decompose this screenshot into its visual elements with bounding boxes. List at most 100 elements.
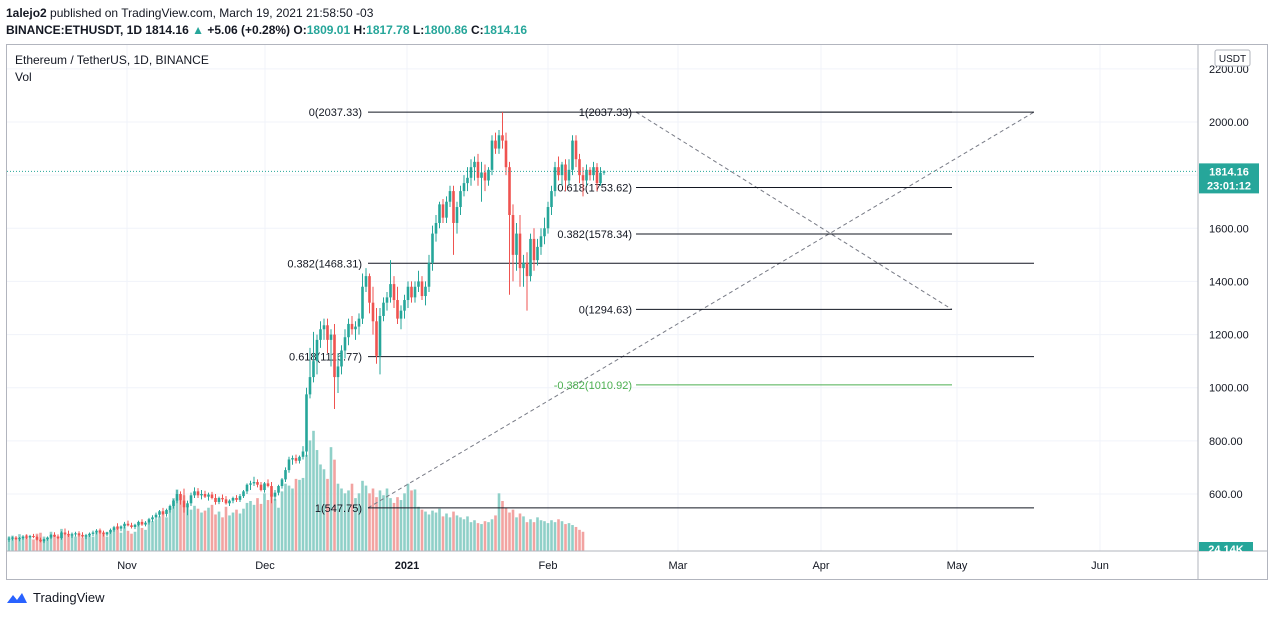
volume-bar xyxy=(298,479,301,551)
candle xyxy=(119,525,123,532)
candle-body xyxy=(529,238,532,277)
currency-badge-label: USDT xyxy=(1219,54,1246,65)
candle-body xyxy=(11,537,14,539)
candle xyxy=(25,534,28,540)
candle xyxy=(284,467,287,483)
candle-body xyxy=(151,517,154,520)
volume-bar xyxy=(109,531,112,551)
volume-bar xyxy=(151,521,154,551)
price-tick-label: 2000.00 xyxy=(1209,117,1249,129)
candle-body xyxy=(550,191,553,208)
candle xyxy=(210,491,214,500)
candle-body xyxy=(522,262,525,269)
candle-body xyxy=(417,281,420,287)
candle-body xyxy=(389,284,392,298)
volume-bar xyxy=(567,523,571,551)
volume-bar xyxy=(158,516,161,551)
candle-body xyxy=(284,470,287,480)
candle-body xyxy=(504,140,508,168)
candle xyxy=(441,199,445,223)
candle-body xyxy=(109,529,112,533)
candle xyxy=(431,225,434,271)
candle xyxy=(280,478,284,489)
candle xyxy=(483,164,487,192)
candle-body xyxy=(431,233,434,263)
candle xyxy=(193,487,196,498)
candle-body xyxy=(294,458,298,461)
candle xyxy=(147,517,151,525)
candle xyxy=(256,479,259,488)
volume-bar xyxy=(186,506,189,551)
volume-bar xyxy=(203,510,207,551)
volume-bar xyxy=(67,535,70,551)
candle xyxy=(462,175,466,197)
candle-body xyxy=(252,482,256,484)
volume-bar xyxy=(46,537,49,551)
volume-bar xyxy=(354,498,357,551)
candle xyxy=(445,196,448,223)
time-tick-label: Jun xyxy=(1091,560,1109,572)
candle xyxy=(32,533,35,539)
candle-body xyxy=(438,204,441,223)
candles xyxy=(7,112,606,544)
candle xyxy=(487,167,490,186)
volume-bar xyxy=(63,532,67,551)
candle-body xyxy=(102,532,105,535)
candle xyxy=(497,129,501,154)
candle xyxy=(595,163,599,192)
volume-bar xyxy=(483,521,487,551)
volume-bar xyxy=(7,536,11,551)
volume-bar xyxy=(371,488,375,551)
candle-body xyxy=(77,533,81,535)
volume-bar xyxy=(368,493,371,551)
candle-body xyxy=(168,505,172,510)
candle xyxy=(564,159,567,192)
fib-level-label: 0.618(1753.62) xyxy=(557,182,632,194)
footer-brand[interactable]: TradingView xyxy=(6,590,105,605)
ohlc-line: BINANCE:ETHUSDT, 1D 1814.16 ▲ +5.06 (+0.… xyxy=(6,23,527,37)
last-price-tag-value: 1814.16 xyxy=(1209,166,1249,178)
volume-bar xyxy=(91,536,95,551)
candle-body xyxy=(67,533,70,536)
candle xyxy=(361,273,364,324)
candle-body xyxy=(91,532,95,534)
candle-body xyxy=(357,318,361,327)
candle xyxy=(28,534,32,540)
candle xyxy=(581,167,585,197)
last-price-tag: 1814.16 23:01:12 xyxy=(1199,163,1259,194)
candle-body xyxy=(571,140,574,170)
open-label: O: xyxy=(293,23,307,37)
candle xyxy=(277,484,280,496)
candle xyxy=(305,387,308,457)
candle-body xyxy=(228,500,231,504)
price-tick-label: 1600.00 xyxy=(1209,223,1249,235)
candle-body xyxy=(130,525,133,527)
candle-body xyxy=(32,535,35,538)
candle xyxy=(84,533,88,540)
candle-body xyxy=(161,511,165,514)
candle xyxy=(63,528,67,536)
candle-body xyxy=(21,536,25,539)
candle xyxy=(560,161,564,186)
candle-body xyxy=(336,366,340,378)
author[interactable]: 1alejo2 xyxy=(6,6,47,20)
volume-bar xyxy=(70,533,74,551)
candle xyxy=(501,112,504,149)
candle xyxy=(154,512,158,520)
candle xyxy=(553,161,557,197)
last-volume-tag: 24.14K xyxy=(1199,542,1253,556)
candle-body xyxy=(280,479,284,487)
candle-body xyxy=(581,175,585,181)
candle-body xyxy=(574,140,578,160)
candle xyxy=(459,185,462,215)
volume-bar xyxy=(305,454,308,551)
candle-body xyxy=(578,159,581,176)
candle xyxy=(186,500,189,516)
candle-body xyxy=(487,169,490,181)
volume-bar xyxy=(217,511,221,551)
change-arrow-icon: ▲ xyxy=(192,23,204,37)
candle xyxy=(175,490,179,504)
candle xyxy=(347,318,350,346)
candle-body xyxy=(361,286,364,319)
